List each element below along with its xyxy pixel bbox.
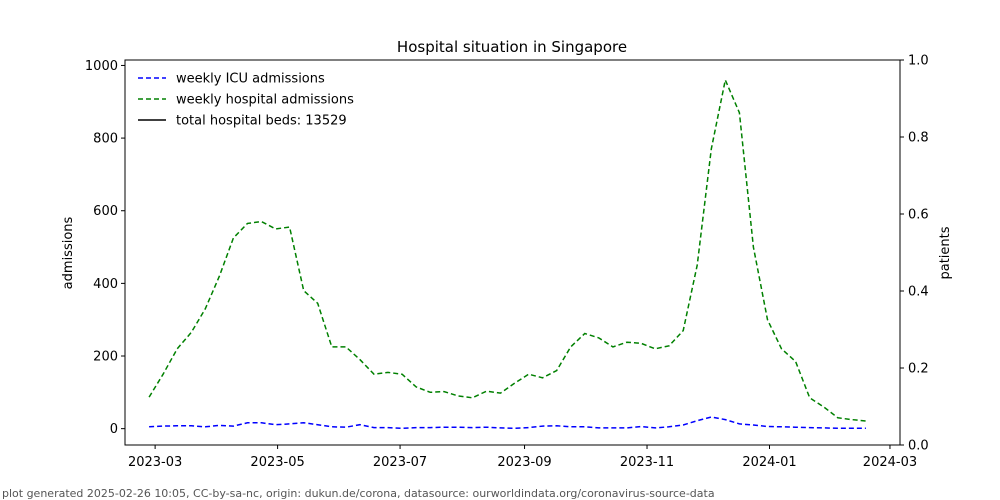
chart-title: Hospital situation in Singapore (397, 38, 627, 56)
y-tick-label: 600 (93, 204, 118, 219)
y2-tick-label: 0.6 (908, 208, 929, 223)
legend-label-3: total hospital beds: 13529 (176, 114, 347, 129)
legend: weekly ICU admissions weekly hospital adm… (138, 72, 354, 129)
y-tick-label: 1000 (85, 59, 118, 74)
y-tick-label: 400 (93, 277, 118, 292)
x-tick-label: 2023-03 (128, 455, 182, 470)
plot-frame (124, 59, 901, 446)
y2-tick-label: 0.4 (908, 285, 929, 300)
y-axis-label: admissions (61, 216, 76, 289)
legend-label-2: weekly hospital admissions (176, 93, 354, 108)
x-tick-label: 2023-11 (620, 455, 674, 470)
x-tick-label: 2023-09 (497, 455, 551, 470)
x-tick-label: 2023-07 (373, 455, 427, 470)
y2-tick-label: 0.0 (908, 439, 929, 454)
y2-tick-label: 0.8 (908, 131, 929, 146)
y2-tick-label: 0.2 (908, 362, 929, 377)
y-tick-label: 800 (93, 132, 118, 147)
y-tick-label: 0 (110, 422, 118, 437)
x-tick-label: 2024-01 (742, 455, 796, 470)
y-tick-label: 200 (93, 350, 118, 365)
series-line-1 (149, 416, 866, 430)
legend-label-1: weekly ICU admissions (176, 72, 325, 87)
y2-axis-label: patients (938, 226, 953, 279)
x-tick-label: 2024-03 (863, 455, 917, 470)
series-line-2 (148, 77, 866, 422)
footer-note: plot generated 2025-02-26 10:05, CC-by-s… (2, 487, 715, 500)
x-tick-label: 2023-05 (250, 455, 304, 470)
y2-tick-label: 1.0 (908, 54, 929, 69)
